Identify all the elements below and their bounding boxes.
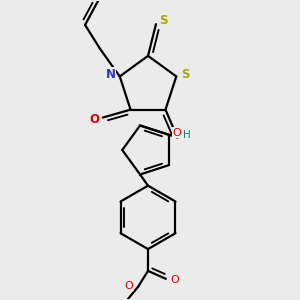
- Text: O: O: [89, 113, 99, 126]
- Text: N: N: [106, 68, 116, 81]
- Text: O: O: [172, 128, 181, 138]
- Text: H: H: [183, 130, 191, 140]
- Text: O: O: [170, 275, 179, 285]
- Text: S: S: [160, 14, 168, 27]
- Text: O: O: [125, 281, 134, 291]
- Text: S: S: [181, 68, 190, 81]
